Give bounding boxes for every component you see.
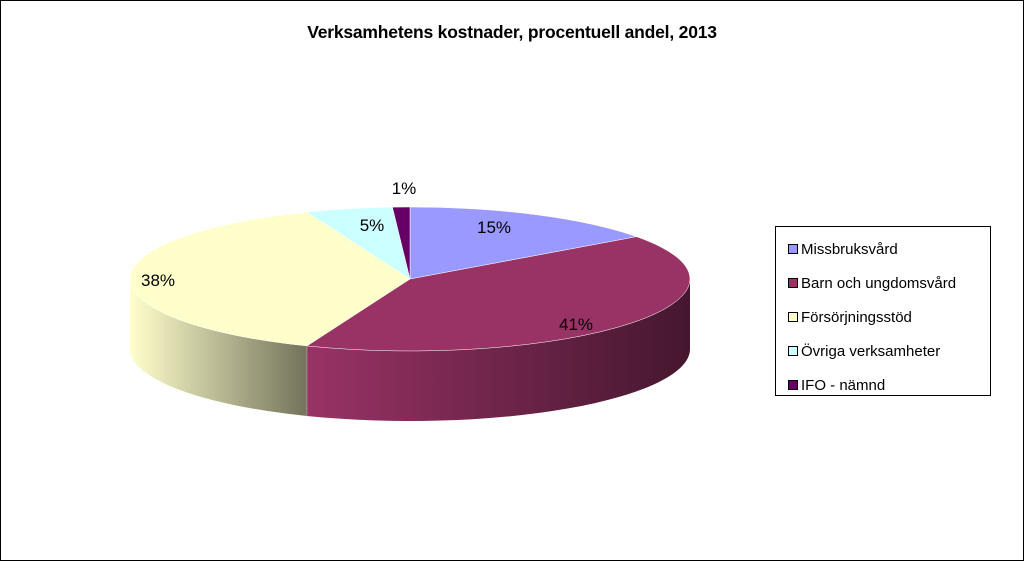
pie-slice-4 (392, 206, 411, 280)
legend-label: Barn och ungdomsvård (801, 274, 957, 292)
legend-label: Försörjningsstöd (801, 308, 912, 326)
pie-slice-side-shade-1 (306, 279, 690, 421)
pie-label-4: 1% (392, 179, 417, 198)
legend-item: Barn och ungdomsvård (776, 266, 990, 300)
legend-item: IFO - nämnd (776, 368, 990, 402)
legend-swatch (788, 278, 798, 288)
pie-slice-0 (409, 206, 638, 280)
pie-label-1: 41% (559, 315, 593, 334)
pie-top-faces (129, 206, 691, 352)
legend-item: Försörjningsstöd (776, 300, 990, 334)
pie-slice-1 (306, 236, 691, 352)
legend: Missbruksvård Barn och ungdomsvård Försörj… (775, 226, 991, 396)
legend-item: Missbruksvård (776, 232, 990, 266)
chart-title: Verksamhetens kostnader, procentuell and… (307, 22, 717, 42)
legend-swatch (788, 380, 798, 390)
legend-swatch (788, 312, 798, 322)
pie-data-labels: 15% 41% 38% 5% 1% (141, 179, 593, 334)
legend-label: Övriga verksamheter (801, 342, 941, 360)
pie-slice-2 (129, 211, 411, 347)
pie-slice-side-shade-2 (130, 279, 307, 416)
legend-item: Övriga verksamheter (776, 334, 990, 368)
legend-label: IFO - nämnd (801, 376, 886, 394)
pie-label-2: 38% (141, 271, 175, 290)
pie-side-faces (130, 279, 690, 421)
legend-swatch (788, 244, 798, 254)
pie-label-3: 5% (360, 216, 385, 235)
legend-label: Missbruksvård (801, 240, 898, 258)
pie-label-0: 15% (477, 218, 511, 237)
legend-swatch (788, 346, 798, 356)
